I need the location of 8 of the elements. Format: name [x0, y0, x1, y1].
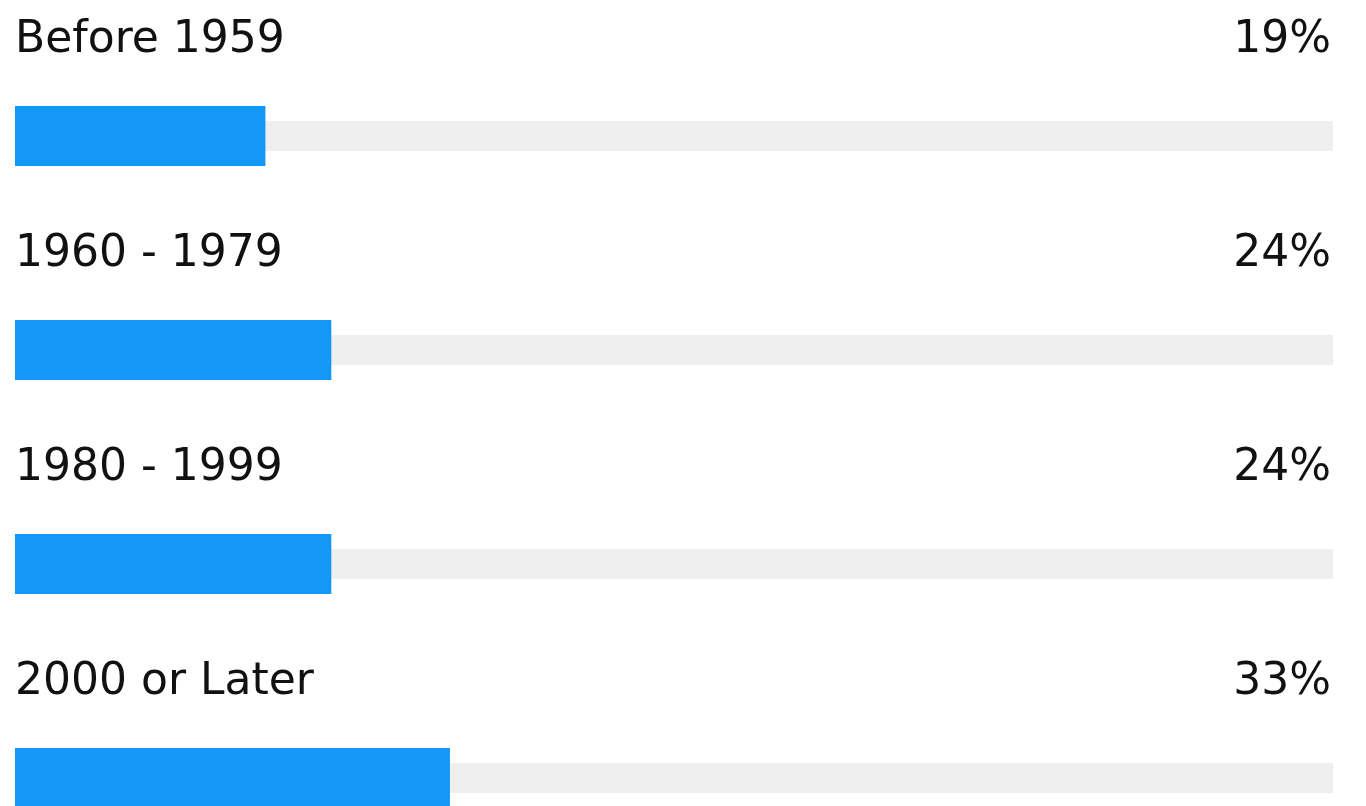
- y-tick-label: 1980 - 1999: [15, 439, 283, 490]
- data-label: 33%: [1233, 653, 1331, 704]
- data-label: 24%: [1233, 225, 1331, 276]
- y-tick-label: 2000 or Later: [15, 653, 315, 704]
- y-tick-label: 1960 - 1979: [15, 225, 283, 276]
- data-label: 19%: [1233, 11, 1331, 62]
- data-label: 24%: [1233, 439, 1331, 490]
- y-tick-label: Before 1959: [15, 11, 285, 62]
